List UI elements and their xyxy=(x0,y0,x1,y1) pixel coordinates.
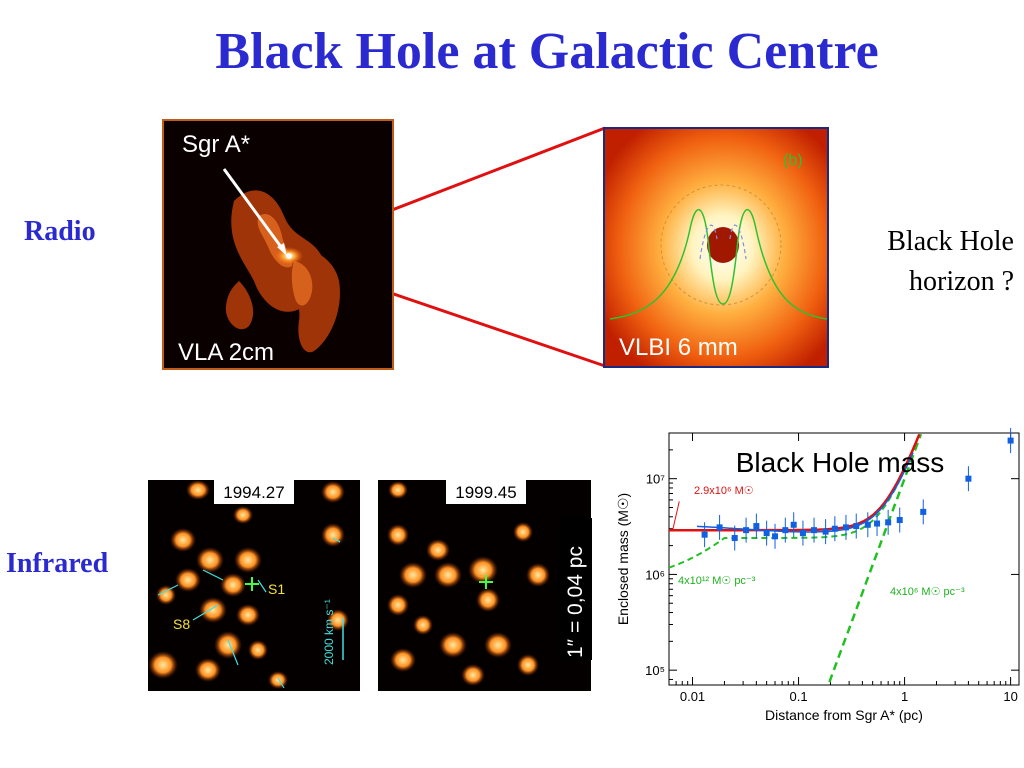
epoch-1994-label: 1994.27 xyxy=(223,483,284,502)
data-point xyxy=(811,527,818,534)
data-point xyxy=(874,520,881,527)
data-point xyxy=(753,523,760,530)
sgr-a-pointer-arrow xyxy=(222,168,286,252)
epoch-1999-label: 1999.45 xyxy=(455,483,516,502)
y-tick-label: 10⁵ xyxy=(645,663,665,678)
data-point xyxy=(763,530,770,537)
chart-y-axis-label: Enclosed mass (M☉) xyxy=(615,493,631,625)
data-point xyxy=(853,523,860,530)
vlbi-caption: VLBI 6 mm xyxy=(619,334,738,361)
scale-bar-box: 1″ = 0,04 pc xyxy=(558,518,592,660)
x-tick-label: 1 xyxy=(901,689,908,704)
data-point xyxy=(896,517,903,524)
data-point xyxy=(1007,437,1014,444)
x-tick-label: 10 xyxy=(1003,689,1017,704)
chart-annotation-cluster-density: 4x10⁶ M☉ pc⁻³ xyxy=(890,586,965,598)
chart-plot-frame xyxy=(668,432,1020,686)
star-s8-label: S8 xyxy=(173,616,190,632)
data-point xyxy=(920,508,927,515)
chart-x-axis-label: Distance from Sgr A* (pc) xyxy=(765,707,923,723)
chart-annotation-core-density: 4x10¹² M☉ pc⁻³ xyxy=(678,575,756,587)
vlbi-image: (b) VLBI 6 mm xyxy=(603,127,829,368)
radio-label: Radio xyxy=(24,216,96,247)
vla-caption: VLA 2cm xyxy=(178,339,275,366)
y-tick-label: 10⁷ xyxy=(646,472,665,487)
horizon-note-line-1: Black Hole xyxy=(887,226,1014,257)
data-point xyxy=(790,521,797,528)
data-point xyxy=(965,475,972,482)
data-point xyxy=(716,524,723,531)
chart-annotation-point-mass: 2.9x10⁶ M☉ xyxy=(694,485,754,497)
y-tick-label: 10⁶ xyxy=(645,567,665,582)
data-point xyxy=(831,525,838,532)
vla-radio-image: Sgr A* VLA 2cm xyxy=(162,119,394,370)
data-point xyxy=(743,527,750,534)
velocity-scale-label: 2000 km s⁻¹ xyxy=(322,599,336,665)
sgr-a-label: Sgr A* xyxy=(182,131,251,158)
data-point xyxy=(864,521,871,528)
data-point xyxy=(822,528,829,535)
point-mass-annotation-leader xyxy=(672,501,680,531)
chart-data-points xyxy=(701,428,1014,551)
data-point xyxy=(701,531,708,538)
scale-bar-label: 1″ = 0,04 pc xyxy=(564,546,587,658)
vlbi-panel-tag: (b) xyxy=(783,152,803,169)
chart-ticks: 0.01 0.1 1 10 10⁵ 10⁶ 10⁷ xyxy=(645,432,1019,704)
data-point xyxy=(799,530,806,537)
infrared-label: Infrared xyxy=(6,548,109,579)
data-point xyxy=(772,533,779,540)
infrared-image-1999: 1999.45 xyxy=(378,480,591,691)
star-s1-label: S1 xyxy=(268,581,285,597)
data-point xyxy=(842,524,849,531)
horizon-note: Black Hole horizon ? xyxy=(820,222,1014,302)
infrared-image-1994: 1994.27 S1 S8 2000 km s⁻¹ xyxy=(148,480,360,691)
enclosed-mass-chart: 0.01 0.1 1 10 10⁵ 10⁶ 10⁷ Black Hole mass Dist… xyxy=(612,428,1024,728)
data-point xyxy=(782,527,789,534)
horizon-note-line-2: horizon ? xyxy=(909,266,1014,297)
chart-title: Black Hole mass xyxy=(736,447,945,478)
slide-title: Black Hole at Galactic Centre xyxy=(215,23,879,80)
data-point xyxy=(885,519,892,526)
x-tick-label: 0.01 xyxy=(680,689,705,704)
x-tick-label: 0.1 xyxy=(790,689,808,704)
cluster-density-curve xyxy=(828,433,923,683)
data-point xyxy=(731,535,738,542)
